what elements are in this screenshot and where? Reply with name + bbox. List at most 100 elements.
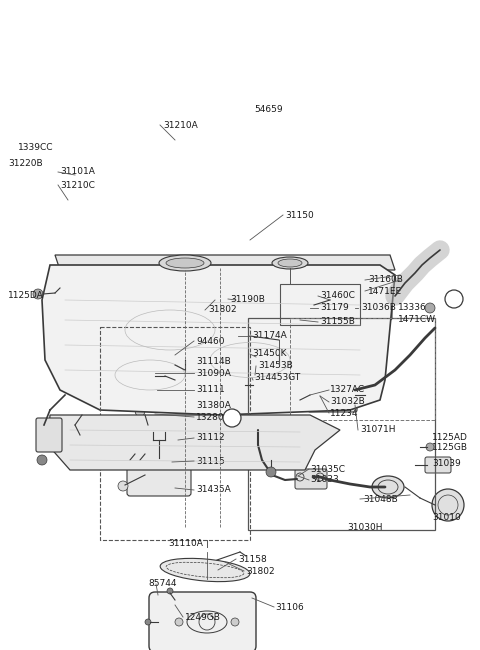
FancyBboxPatch shape	[127, 455, 191, 496]
FancyBboxPatch shape	[130, 386, 159, 408]
Text: 31112: 31112	[196, 434, 225, 443]
Circle shape	[292, 397, 302, 407]
Text: 31460C: 31460C	[320, 291, 355, 300]
Ellipse shape	[272, 257, 308, 269]
Text: 1249GB: 1249GB	[185, 612, 221, 621]
Text: 1339CC: 1339CC	[18, 144, 53, 153]
Text: 94460: 94460	[196, 337, 225, 346]
Text: 31155B: 31155B	[320, 317, 355, 326]
Ellipse shape	[200, 288, 240, 312]
Circle shape	[363, 390, 373, 400]
Text: 31174A: 31174A	[252, 332, 287, 341]
Circle shape	[426, 443, 434, 451]
Circle shape	[445, 290, 463, 308]
Text: 31033: 31033	[310, 476, 339, 484]
Text: 31010: 31010	[432, 512, 461, 521]
Ellipse shape	[206, 292, 234, 308]
Text: 31039: 31039	[432, 458, 461, 467]
Text: 54659: 54659	[254, 105, 283, 114]
FancyBboxPatch shape	[295, 469, 327, 489]
Text: 31032B: 31032B	[330, 398, 365, 406]
FancyBboxPatch shape	[113, 365, 157, 387]
FancyBboxPatch shape	[116, 330, 179, 386]
Text: 31110A: 31110A	[168, 538, 203, 547]
FancyBboxPatch shape	[122, 427, 180, 457]
Circle shape	[286, 291, 314, 319]
Text: 31210A: 31210A	[163, 120, 198, 129]
Text: 1471CW: 1471CW	[398, 315, 436, 324]
Polygon shape	[48, 415, 340, 470]
FancyBboxPatch shape	[308, 378, 357, 412]
Text: 31106: 31106	[275, 603, 304, 612]
Ellipse shape	[257, 362, 301, 372]
Text: 31035C: 31035C	[310, 465, 345, 473]
Circle shape	[266, 467, 276, 477]
Ellipse shape	[135, 403, 145, 417]
Ellipse shape	[134, 385, 154, 391]
Text: 31111: 31111	[196, 385, 225, 395]
Circle shape	[143, 423, 153, 433]
Circle shape	[432, 489, 464, 521]
Circle shape	[175, 618, 183, 626]
Circle shape	[33, 289, 43, 299]
FancyBboxPatch shape	[251, 365, 307, 404]
FancyBboxPatch shape	[254, 348, 303, 365]
FancyBboxPatch shape	[36, 418, 62, 452]
Circle shape	[145, 619, 151, 625]
Ellipse shape	[372, 476, 404, 498]
FancyBboxPatch shape	[425, 457, 451, 473]
Circle shape	[231, 618, 239, 626]
Text: 13280: 13280	[196, 413, 225, 421]
Circle shape	[328, 295, 338, 305]
Circle shape	[37, 455, 47, 465]
Text: 1327AC: 1327AC	[330, 385, 365, 395]
Text: 31190B: 31190B	[230, 294, 265, 304]
Ellipse shape	[123, 328, 171, 340]
Text: 31150: 31150	[285, 211, 314, 220]
FancyBboxPatch shape	[353, 298, 392, 320]
Ellipse shape	[278, 259, 302, 267]
Text: 31160B: 31160B	[368, 276, 403, 285]
Circle shape	[180, 351, 190, 361]
Text: 31114B: 31114B	[196, 358, 231, 367]
Text: 31179: 31179	[320, 304, 349, 313]
Circle shape	[425, 303, 435, 313]
Text: 31802: 31802	[208, 306, 237, 315]
Text: A: A	[228, 413, 235, 423]
Text: 31802: 31802	[246, 567, 275, 575]
Ellipse shape	[129, 455, 177, 469]
Text: 31048B: 31048B	[363, 495, 398, 504]
Circle shape	[118, 481, 128, 491]
Circle shape	[223, 409, 241, 427]
Text: 31071H: 31071H	[360, 426, 396, 434]
Text: 31450K: 31450K	[252, 350, 287, 359]
Text: 31435A: 31435A	[196, 486, 231, 495]
Polygon shape	[42, 265, 395, 415]
Text: 31115: 31115	[196, 456, 225, 465]
Text: 1125DA: 1125DA	[8, 291, 44, 300]
Text: 85744: 85744	[148, 580, 177, 588]
FancyBboxPatch shape	[149, 592, 256, 650]
Text: A: A	[451, 294, 457, 304]
Text: 31101A: 31101A	[60, 168, 95, 177]
Text: 314453GT: 314453GT	[254, 374, 300, 382]
Ellipse shape	[131, 425, 171, 435]
Ellipse shape	[160, 558, 250, 582]
Text: 31030H: 31030H	[347, 523, 383, 532]
Circle shape	[292, 297, 308, 313]
Text: 1471EE: 1471EE	[368, 287, 402, 296]
Ellipse shape	[166, 258, 204, 268]
Text: 11234: 11234	[330, 408, 359, 417]
Text: 31090A: 31090A	[196, 369, 231, 378]
Text: 31453B: 31453B	[258, 361, 293, 370]
Text: 31036B: 31036B	[361, 304, 396, 313]
Text: 31158: 31158	[238, 554, 267, 564]
Circle shape	[210, 280, 220, 290]
Text: 31380A: 31380A	[196, 402, 231, 411]
Circle shape	[167, 588, 173, 594]
Text: 13336: 13336	[398, 304, 427, 313]
Ellipse shape	[159, 255, 211, 271]
Text: 31210C: 31210C	[60, 181, 95, 190]
Text: 31220B: 31220B	[8, 159, 43, 168]
Text: 1125GB: 1125GB	[432, 443, 468, 452]
